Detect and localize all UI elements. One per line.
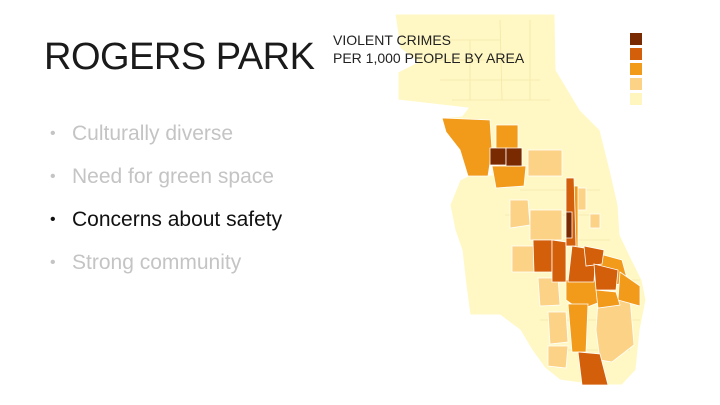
bullet-dot-icon: • <box>50 210 56 228</box>
bullet-text: Strong community <box>72 250 242 274</box>
choropleth-map <box>394 13 647 386</box>
bullet-item: • Culturally diverse <box>50 112 282 155</box>
bullet-text: Culturally diverse <box>72 121 234 145</box>
bullet-text: Concerns about safety <box>72 207 283 231</box>
map-heading-line2: PER 1,000 PEOPLE BY AREA <box>333 50 525 66</box>
legend-swatch <box>630 93 642 105</box>
map-heading: VIOLENT CRIMES PER 1,000 PEOPLE BY AREA <box>333 31 524 67</box>
bullet-dot-icon: • <box>50 124 56 142</box>
bullet-item-active: • Concerns about safety <box>50 198 282 241</box>
class-3-areas <box>441 117 641 353</box>
class-2-areas <box>532 177 619 386</box>
legend-swatch <box>630 78 642 90</box>
map-legend <box>630 33 642 108</box>
bullet-item: • Need for green space <box>50 155 282 198</box>
bullet-list: • Culturally diverse • Need for green sp… <box>50 112 282 284</box>
class-4-areas <box>497 149 635 369</box>
map-heading-line1: VIOLENT CRIMES <box>333 32 451 48</box>
legend-swatch <box>630 63 642 75</box>
bullet-dot-icon: • <box>50 253 56 271</box>
class-1-areas <box>489 147 573 239</box>
bullet-text: Need for green space <box>72 164 274 188</box>
legend-swatch <box>630 33 642 45</box>
legend-swatch <box>630 48 642 60</box>
bullet-item: • Strong community <box>50 241 282 284</box>
slide-title: ROGERS PARK <box>44 36 315 78</box>
bullet-dot-icon: • <box>50 167 56 185</box>
